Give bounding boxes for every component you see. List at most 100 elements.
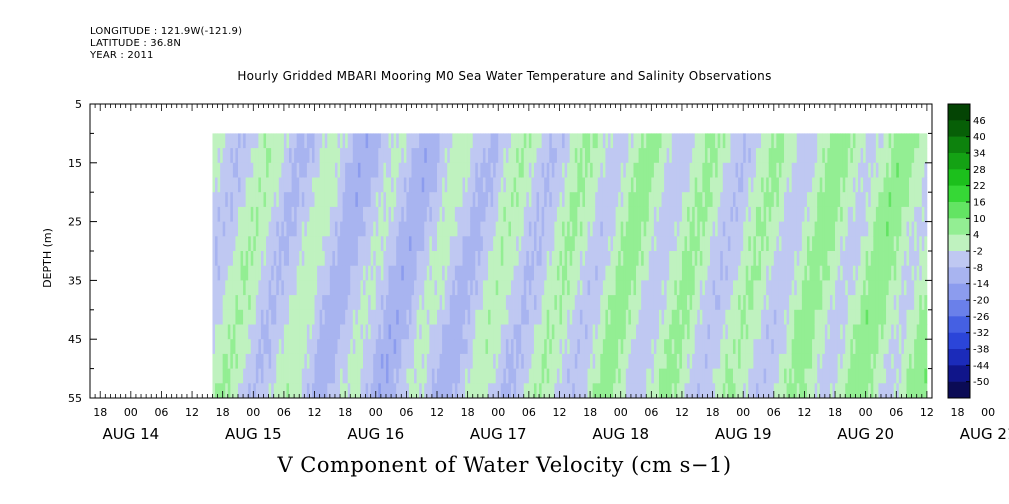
heatmap-cell (799, 251, 803, 267)
heatmap-cell (442, 221, 446, 237)
heatmap-cell (299, 221, 303, 237)
heatmap-cell (266, 133, 270, 149)
heatmap-cell (643, 280, 647, 296)
heatmap-cell (776, 148, 780, 164)
heatmap-cell (620, 383, 624, 399)
heatmap-cell (835, 324, 838, 340)
heatmap-cell (684, 148, 688, 164)
heatmap-cell (488, 280, 491, 296)
heatmap-cell (426, 162, 430, 178)
heatmap-cell (283, 339, 287, 355)
heatmap-cell (567, 221, 571, 237)
heatmap-cell (768, 339, 772, 355)
heatmap-cell (263, 280, 267, 296)
heatmap-cell (710, 383, 713, 399)
heatmap-cell (712, 353, 716, 369)
heatmap-cell (378, 221, 382, 237)
heatmap-cell (888, 280, 892, 296)
heatmap-cell (789, 236, 793, 252)
heatmap-cell (490, 383, 494, 399)
heatmap-cell (896, 251, 900, 267)
heatmap-cell (289, 353, 292, 369)
heatmap-cell (273, 339, 277, 355)
heatmap-cell (906, 148, 910, 164)
heatmap-cell (875, 368, 879, 384)
heatmap-cell (324, 339, 328, 355)
heatmap-cell (766, 206, 770, 222)
heatmap-cell (447, 177, 451, 193)
heatmap-cell (429, 339, 433, 355)
heatmap-cell (454, 148, 458, 164)
heatmap-cell (722, 309, 726, 325)
heatmap-cell (528, 192, 532, 208)
heatmap-cell (579, 324, 583, 340)
heatmap-cell (661, 309, 665, 325)
heatmap-cell (582, 295, 586, 311)
heatmap-cell (636, 162, 639, 178)
heatmap-cell (898, 162, 902, 178)
heatmap-cell (865, 295, 869, 311)
heatmap-cell (240, 236, 244, 252)
heatmap-cell (600, 324, 604, 340)
heatmap-cell (638, 177, 642, 193)
heatmap-cell (891, 295, 895, 311)
heatmap-cell (880, 148, 884, 164)
heatmap-cell (809, 192, 813, 208)
heatmap-cell (597, 192, 601, 208)
heatmap-cell (426, 295, 430, 311)
heatmap-cell (916, 192, 920, 208)
heatmap-cell (217, 339, 221, 355)
heatmap-cell (380, 383, 384, 399)
heatmap-cell (858, 339, 861, 355)
heatmap-cell (875, 309, 879, 325)
heatmap-cell (488, 251, 491, 267)
heatmap-cell (740, 192, 744, 208)
heatmap-cell (419, 221, 423, 237)
heatmap-cell (533, 133, 537, 149)
heatmap-cell (266, 295, 270, 311)
heatmap-cell (704, 162, 708, 178)
heatmap-cell (266, 148, 270, 164)
heatmap-cell (235, 192, 239, 208)
heatmap-cell (385, 221, 389, 237)
heatmap-cell (465, 221, 469, 237)
heatmap-cell (421, 251, 425, 267)
heatmap-cell (720, 280, 724, 296)
heatmap-cell (743, 324, 747, 340)
heatmap-cell (528, 221, 532, 237)
heatmap-cell (268, 280, 272, 296)
heatmap-cell (852, 148, 856, 164)
heatmap-cell (503, 368, 507, 384)
heatmap-cell (865, 251, 869, 267)
heatmap-cell (375, 148, 379, 164)
heatmap-cell (505, 339, 509, 355)
heatmap-cell (250, 236, 254, 252)
heatmap-cell (482, 339, 486, 355)
heatmap-cell (572, 251, 576, 267)
heatmap-cell (661, 162, 665, 178)
heatmap-cell (260, 251, 264, 267)
heatmap-cell (559, 368, 563, 384)
heatmap-cell (687, 309, 691, 325)
heatmap-cell (250, 177, 254, 193)
heatmap-cell (607, 368, 611, 384)
heatmap-cell (426, 177, 430, 193)
heatmap-cell (222, 177, 226, 193)
heatmap-cell (227, 221, 231, 237)
heatmap-cell (822, 236, 826, 252)
heatmap-cell (258, 280, 262, 296)
heatmap-cell (909, 133, 912, 149)
heatmap-cell (796, 368, 800, 384)
heatmap-cell (610, 295, 614, 311)
heatmap-cell (847, 192, 851, 208)
heatmap-cell (870, 368, 874, 384)
heatmap-cell (827, 280, 831, 296)
heatmap-cell (459, 177, 463, 193)
heatmap-cell (429, 206, 433, 222)
heatmap-cell (819, 339, 823, 355)
heatmap-cell (324, 236, 328, 252)
heatmap-cell (472, 236, 476, 252)
heatmap-cell (799, 383, 803, 399)
heatmap-cell (401, 221, 405, 237)
heatmap-cell (521, 148, 525, 164)
